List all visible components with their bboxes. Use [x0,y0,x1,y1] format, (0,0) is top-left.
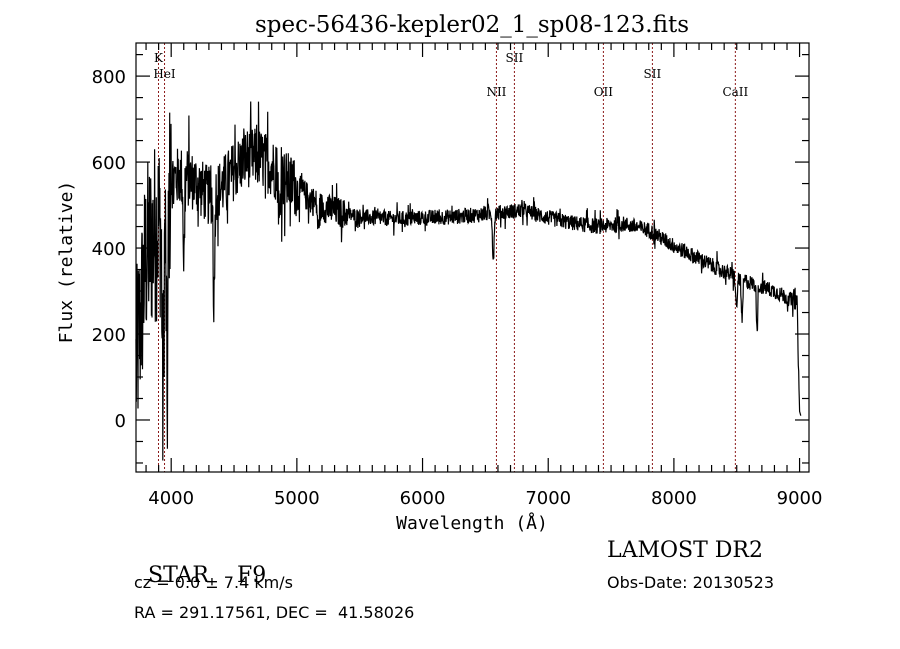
chart-title: spec-56436-kepler02_1_sp08-123.fits [255,12,689,38]
x-tick-label: 8000 [651,488,697,509]
line-marker-label: HeI [153,67,176,81]
redshift-text: cz = 0.0 ± 7.4 km/s [134,573,293,592]
x-tick-label: 9000 [777,488,823,509]
y-tick-label: 200 [92,325,126,346]
survey-label: LAMOST DR2 [607,538,763,563]
coordinates-text: RA = 291.17561, DEC = 41.58026 [134,603,415,622]
line-marker-label: OII [594,85,614,99]
x-tick-label: 4000 [148,488,194,509]
line-markers: K HeI NII SII OII SII CaII [153,43,749,472]
y-tick-label: 400 [92,239,126,260]
x-tick-label: 6000 [400,488,446,509]
line-marker-label: NII [486,85,506,99]
line-marker-label: K [154,51,164,65]
x-tick-label: 7000 [525,488,571,509]
plot-frame [135,42,810,473]
obs-date-text: Obs-Date: 20130523 [607,573,775,592]
y-axis-label: Flux (relative) [56,181,77,344]
class-label: STAR [148,563,209,588]
subclass-label: F9 [236,563,267,588]
x-axis-label: Wavelength (Å) [396,512,548,534]
x-tick-label: 5000 [274,488,320,509]
axis-ticks [136,43,809,472]
axis-tick-labels: 4000 5000 6000 7000 8000 9000 0 200 400 600 800 [92,67,823,509]
line-marker-label: SII [506,51,524,65]
line-marker-label: CaII [722,85,748,99]
spectrum-line [135,101,802,461]
y-tick-label: 0 [115,411,126,432]
y-tick-label: 800 [92,67,126,88]
y-tick-label: 600 [92,153,126,174]
object-class: STAR F9 [134,538,266,588]
line-marker-label: SII [644,67,662,81]
